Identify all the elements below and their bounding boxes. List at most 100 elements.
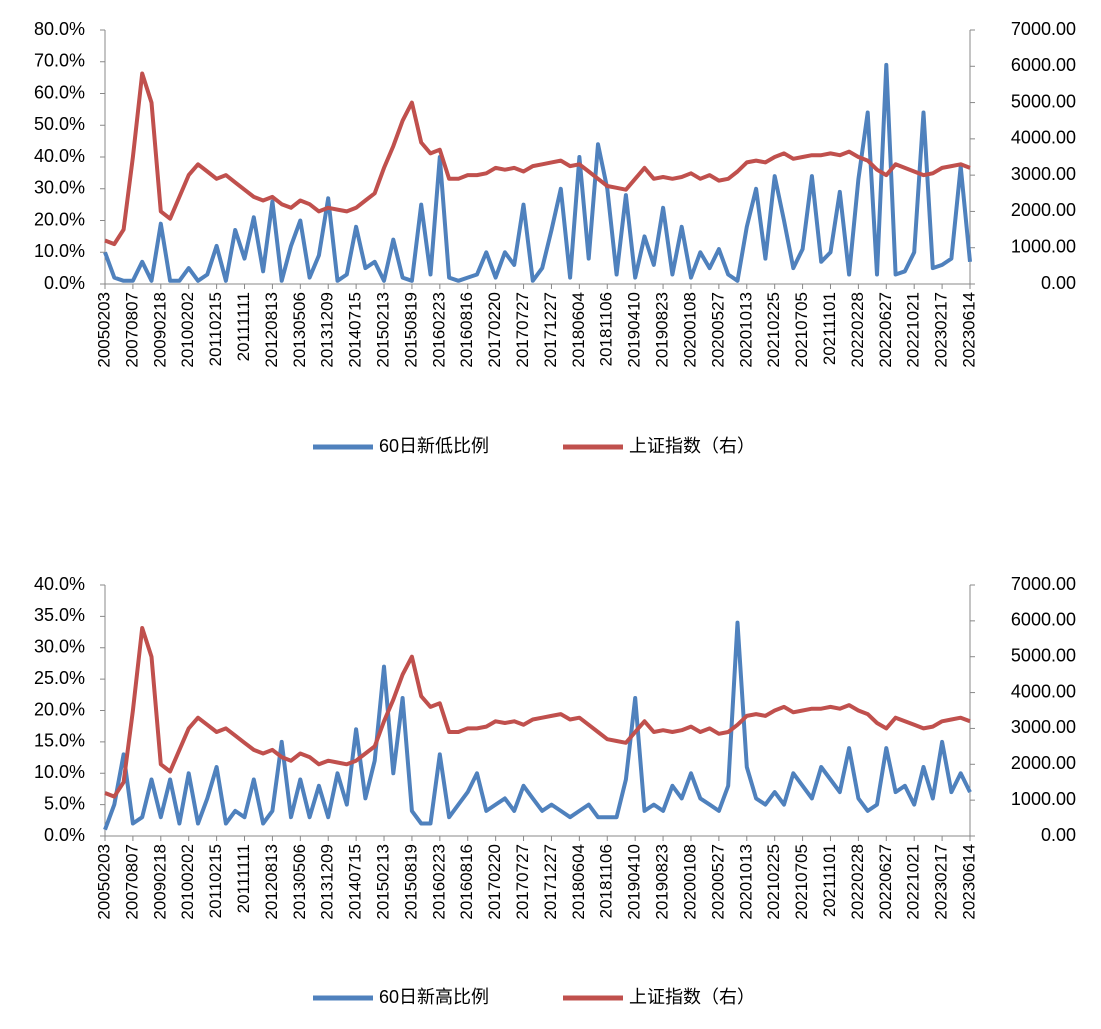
x-tick-label: 20190410 [625,844,644,920]
y-tick-label: 40.0% [34,574,85,594]
x-tick-label: 20220228 [848,292,867,368]
x-tick-label: 20120813 [262,292,281,368]
y-tick-label: 80.0% [34,19,85,39]
series-line [104,71,971,247]
x-tick-label: 20160816 [457,844,476,920]
x-tick-label: 20110215 [206,292,225,366]
x-tick-label: 20140715 [346,844,365,920]
y2-tick-label: 6000.00 [1011,55,1076,75]
y-tick-label: 15.0% [34,731,85,751]
legend-label: 上证指数（右） [629,436,755,456]
x-tick-label: 20230614 [959,292,978,368]
y2-tick-label: 3000.00 [1011,717,1076,737]
x-tick-label: 20180604 [569,844,588,920]
y2-tick-label: 5000.00 [1011,91,1076,111]
x-tick-label: 20100202 [178,844,197,920]
x-tick-label: 20050203 [94,844,113,920]
legend-label: 60日新低比例 [379,436,489,456]
x-tick-label: 20200108 [680,292,699,368]
x-tick-label: 20171227 [541,292,560,368]
y-tick-label: 25.0% [34,668,85,688]
x-tick-label: 20201013 [736,292,755,368]
x-tick-label: 20210225 [764,844,783,920]
legend-label: 60日新高比例 [379,987,489,1007]
x-tick-label: 20131209 [318,292,337,368]
x-tick-label: 20230614 [959,844,978,920]
x-tick-label: 20111111 [234,292,253,361]
legend-label: 上证指数（右） [629,987,755,1007]
series-line [103,620,972,831]
y2-tick-label: 2000.00 [1011,753,1076,773]
x-tick-label: 20140715 [346,292,365,368]
y-tick-label: 60.0% [34,82,85,102]
x-tick-label: 20160223 [429,844,448,920]
y-tick-label: 30.0% [34,637,85,657]
x-tick-label: 20170220 [485,292,504,368]
x-tick-label: 20070807 [122,844,141,920]
x-tick-label: 20170220 [485,844,504,920]
x-tick-label: 20181106 [597,292,616,366]
y-tick-label: 10.0% [34,241,85,261]
series-line [104,626,971,799]
x-tick-label: 20220627 [876,844,895,920]
x-tick-label: 20201013 [736,844,755,920]
y-tick-label: 50.0% [34,114,85,134]
y-tick-label: 20.0% [34,699,85,719]
x-tick-label: 20220228 [848,844,867,920]
x-tick-label: 20050203 [94,292,113,368]
y-tick-label: 20.0% [34,209,85,229]
x-tick-label: 20181106 [597,844,616,918]
x-tick-label: 20111111 [234,844,253,913]
x-tick-label: 20230217 [932,844,951,920]
x-tick-label: 20221021 [904,292,923,368]
y2-tick-label: 7000.00 [1011,574,1076,594]
y-tick-label: 30.0% [34,178,85,198]
x-tick-label: 20200527 [708,844,727,920]
x-tick-label: 20200108 [680,844,699,920]
x-tick-label: 20210225 [764,292,783,368]
y2-tick-label: 1000.00 [1011,236,1076,256]
y-tick-label: 0.0% [44,825,85,845]
x-tick-label: 20170727 [513,292,532,368]
x-tick-label: 20070807 [122,292,141,368]
x-tick-label: 20150819 [401,844,420,920]
y-tick-label: 40.0% [34,146,85,166]
y2-tick-label: 4000.00 [1011,681,1076,701]
x-tick-label: 20210705 [792,844,811,920]
y-tick-label: 5.0% [44,793,85,813]
x-tick-label: 20131209 [318,844,337,920]
y-tick-label: 70.0% [34,51,85,71]
x-tick-label: 20150819 [401,292,420,368]
series-line [103,62,972,283]
y-tick-label: 10.0% [34,762,85,782]
x-tick-label: 20150213 [374,844,393,920]
x-tick-label: 20170727 [513,844,532,920]
y2-tick-label: 0.00 [1041,825,1076,845]
x-tick-label: 20090218 [150,292,169,368]
y2-tick-label: 5000.00 [1011,645,1076,665]
x-tick-label: 20221021 [904,844,923,920]
x-tick-label: 20190823 [653,292,672,368]
x-tick-label: 20150213 [374,292,393,368]
x-tick-label: 20120813 [262,844,281,920]
x-tick-label: 20230217 [932,292,951,368]
y2-tick-label: 2000.00 [1011,200,1076,220]
x-tick-label: 20211101 [820,292,839,365]
x-tick-label: 20190410 [625,292,644,368]
y-tick-label: 0.0% [44,273,85,293]
x-tick-label: 20210705 [792,292,811,368]
x-tick-label: 20100202 [178,292,197,368]
x-tick-label: 20160816 [457,292,476,368]
y2-tick-label: 7000.00 [1011,19,1076,39]
y2-tick-label: 0.00 [1041,273,1076,293]
x-tick-label: 20160223 [429,292,448,368]
x-tick-label: 20190823 [653,844,672,920]
x-tick-label: 20211101 [820,844,839,917]
x-tick-label: 20171227 [541,844,560,920]
y2-tick-label: 1000.00 [1011,789,1076,809]
x-tick-label: 20130506 [290,844,309,920]
y-tick-label: 35.0% [34,605,85,625]
y2-tick-label: 3000.00 [1011,164,1076,184]
x-tick-label: 20130506 [290,292,309,368]
